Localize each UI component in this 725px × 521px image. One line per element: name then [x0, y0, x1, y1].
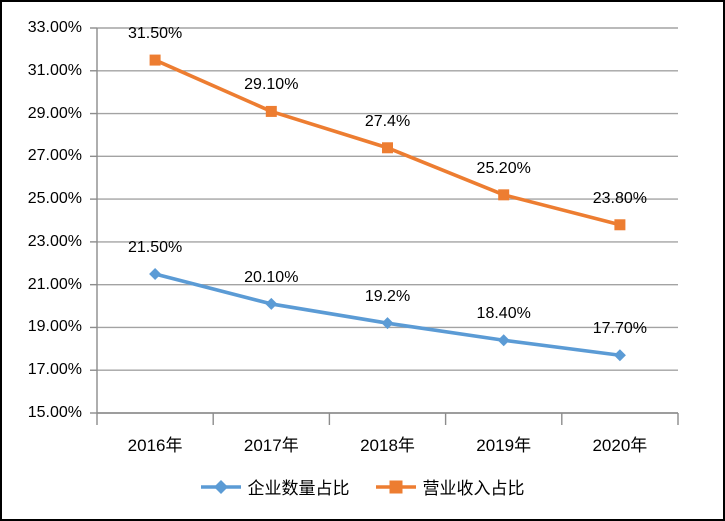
- y-axis-tick-label: 19.00%: [27, 318, 82, 336]
- legend-diamond-marker-icon: [200, 479, 241, 494]
- data-point-label: 29.10%: [244, 76, 299, 94]
- data-point-marker: [613, 349, 626, 362]
- data-point-marker: [381, 317, 394, 330]
- data-point-label: 20.10%: [244, 268, 299, 286]
- data-point-marker: [149, 267, 162, 280]
- legend-item-0: 企业数量占比: [200, 474, 350, 499]
- y-axis-tick-label: 21.00%: [27, 275, 82, 293]
- y-axis-tick-label: 23.00%: [27, 232, 82, 250]
- y-axis-tick-label: 29.00%: [27, 104, 82, 122]
- x-axis-tick-label: 2019年: [476, 436, 532, 455]
- data-point-marker: [497, 334, 510, 347]
- x-axis-tick-label: 2016年: [127, 436, 183, 455]
- data-point-label: 27.4%: [364, 112, 411, 130]
- data-point-label: 31.50%: [127, 25, 183, 43]
- x-axis-tick-label: 2018年: [360, 436, 415, 455]
- y-axis-tick-label: 15.00%: [27, 404, 82, 421]
- x-axis-tick-label: 2017年: [243, 436, 299, 455]
- data-point-marker: [265, 297, 278, 310]
- legend: 企业数量占比 营业收入占比: [2, 474, 723, 499]
- data-point-label: 18.40%: [476, 305, 531, 323]
- legend-label: 营业收入占比: [422, 479, 525, 498]
- data-point-label: 25.20%: [476, 159, 531, 177]
- y-axis-tick-label: 31.00%: [27, 61, 82, 79]
- legend-square-marker-icon: [375, 480, 416, 493]
- data-point-marker: [265, 105, 277, 117]
- legend-item-1: 营业收入占比: [375, 474, 525, 499]
- y-axis-tick-label: 17.00%: [27, 361, 82, 379]
- x-axis-tick-label: 2020年: [592, 436, 648, 455]
- data-point-marker: [614, 219, 626, 231]
- y-axis-tick-label: 25.00%: [27, 190, 82, 208]
- y-axis-tick-label: 33.00%: [27, 19, 82, 36]
- y-axis-tick-label: 27.00%: [27, 147, 82, 165]
- data-point-label: 19.2%: [364, 288, 411, 306]
- data-point-label: 21.50%: [127, 238, 183, 256]
- data-point-marker: [498, 189, 510, 201]
- data-point-marker: [149, 54, 161, 66]
- data-point-marker: [382, 142, 393, 154]
- data-point-label: 23.80%: [592, 189, 648, 207]
- legend-label: 企业数量占比: [247, 479, 350, 498]
- data-point-label: 17.70%: [592, 320, 648, 338]
